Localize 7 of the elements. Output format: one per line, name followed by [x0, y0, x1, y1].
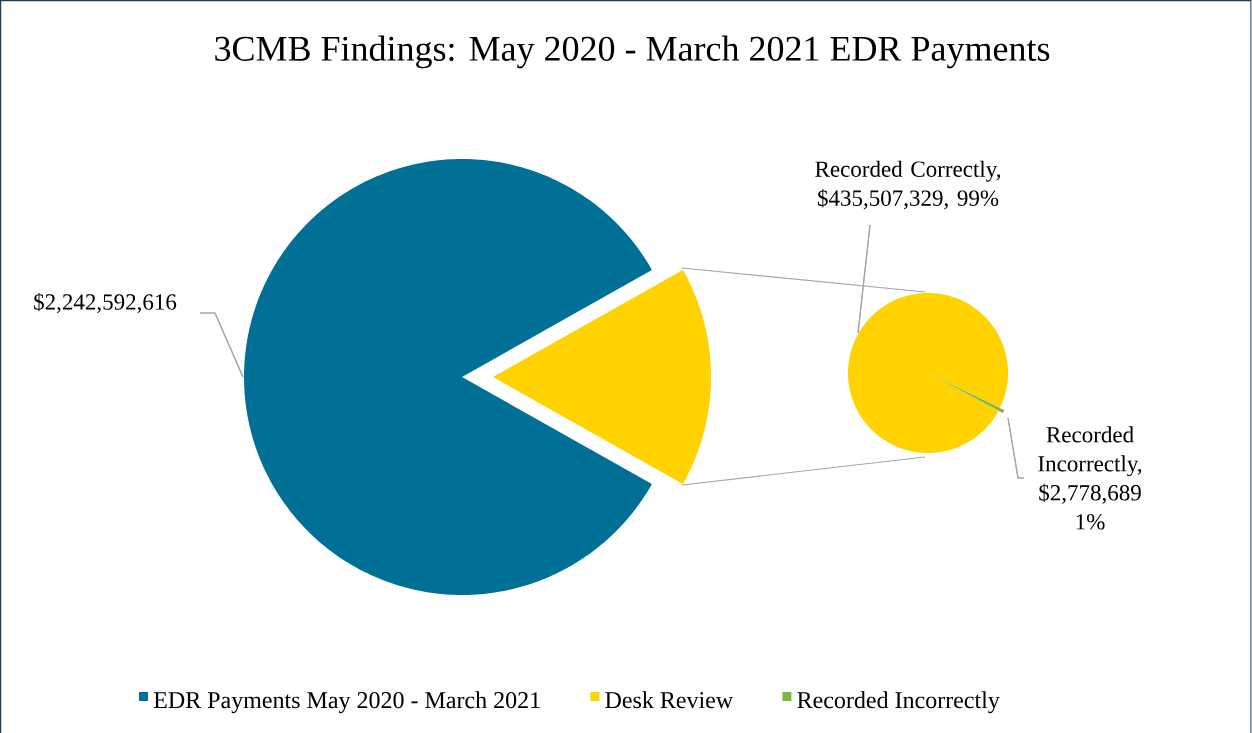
data-label: Recorded Correctly, $435,507,329, 99% — [815, 160, 1001, 210]
data-label: $2,242,592,616 — [34, 292, 177, 314]
legend-label: Desk Review — [605, 691, 734, 709]
chart-title: 3CMB Findings: May 2020 - March 2021 EDR Payments — [215, 35, 1050, 69]
legend-label: EDR Payments May 2020 - March 2021 — [153, 691, 540, 714]
legend-label: Recorded Incorrectly — [797, 691, 1000, 714]
data-label: Recorded Incorrectly, $2,778,689 1% — [1038, 426, 1142, 530]
